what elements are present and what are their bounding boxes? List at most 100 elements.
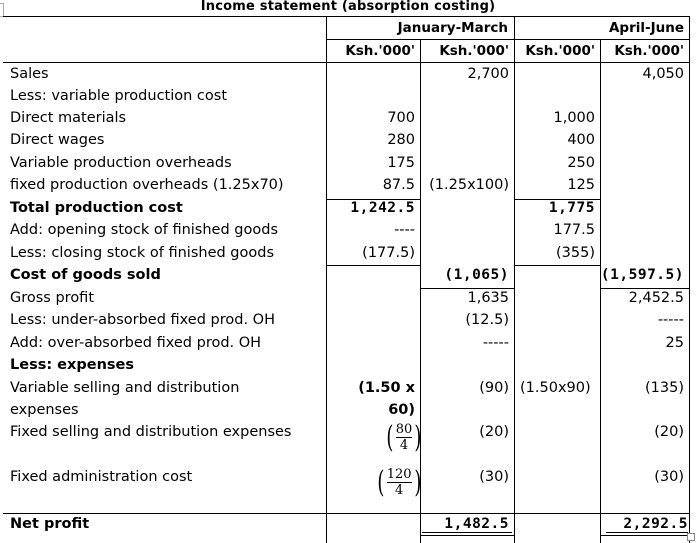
c1-cogs-line: [326, 265, 420, 266]
cell-c4: (135): [645, 380, 684, 396]
cell-c1: 87.5: [382, 177, 415, 193]
cell-c2: (30): [479, 469, 509, 485]
cell-c1: ----: [394, 222, 415, 238]
table-right-border: [689, 16, 690, 543]
cell-c3: [514, 355, 595, 375]
cell-c2: (1,065): [444, 267, 509, 283]
cell-c2: [420, 198, 509, 218]
cell-c3: [514, 265, 595, 285]
right-paren-icon: ): [414, 419, 422, 455]
cell-c2: [420, 400, 509, 420]
cell-c3: 177.5: [553, 222, 595, 238]
cell-c3: 250: [567, 155, 595, 171]
row-label: Variable production overheads: [10, 155, 232, 171]
row-label: fixed production overheads (1.25x70): [10, 177, 284, 193]
cell-c4: [600, 153, 684, 173]
cell-c4: [600, 130, 684, 150]
cell-c2: (20): [479, 424, 509, 440]
row-label: Fixed administration cost: [10, 469, 193, 485]
net-profit-jan-mar: 1,482.5: [444, 516, 509, 532]
currency-label-c3: Ksh.'000': [525, 43, 595, 59]
row-label: Total production cost: [10, 200, 183, 216]
cell-c3: 1,775: [548, 200, 595, 216]
net-profit-apr-jun: 2,292.5: [623, 516, 688, 532]
row-label: Less: under-absorbed fixed prod. OH: [10, 312, 275, 328]
c2-double-underline-1: [422, 532, 512, 533]
row-label: Direct materials: [10, 110, 127, 126]
row-label: Add: over-absorbed fixed prod. OH: [10, 335, 262, 351]
cell-c2: [420, 220, 509, 240]
cell-c2: -----: [482, 335, 509, 351]
cell-c4: 4,050: [642, 66, 684, 82]
row-label: Add: opening stock of finished goods: [10, 222, 278, 238]
cell-c4: (30): [654, 469, 684, 485]
left-paren-icon: (: [386, 419, 394, 455]
row-label: Fixed selling and distribution expenses: [10, 424, 292, 440]
cell-c1: 175: [387, 155, 415, 171]
cell-c3: 400: [567, 132, 595, 148]
cell-c2: [420, 108, 509, 128]
net-profit-top-border: [3, 513, 689, 514]
fraction-numerator: 80: [395, 422, 413, 437]
cell-c2: (90): [479, 380, 509, 396]
c1-subtotal-line: [326, 199, 420, 200]
row-label: expenses: [10, 402, 79, 418]
fraction-bar: [395, 437, 413, 438]
header-bottom-border: [3, 62, 689, 63]
cell-c2: [420, 243, 509, 263]
cell-c1: [326, 64, 415, 84]
cell-c1: [326, 86, 415, 106]
cell-c4: 25: [665, 335, 684, 351]
cell-c1: [326, 265, 415, 285]
cell-c4: (20): [654, 424, 684, 440]
currency-label-c1: Ksh.'000': [345, 43, 415, 59]
currency-label-c2: Ksh.'000': [439, 43, 509, 59]
cell-c4: (1,597.5): [600, 267, 684, 283]
cell-c1: [326, 333, 415, 353]
net-profit-label: Net profit: [10, 516, 90, 532]
cell-c2: [420, 86, 509, 106]
cell-c2: 2,700: [467, 66, 509, 82]
c4-gp-line: [600, 288, 689, 289]
fraction-denominator: 4: [399, 438, 409, 453]
row-label: Less: closing stock of finished goods: [10, 245, 275, 261]
col-divider-label: [326, 16, 327, 543]
cell-c1: (177.5): [362, 245, 415, 261]
cell-c2: 1,635: [467, 290, 509, 306]
cell-c1: [326, 355, 415, 375]
cell-c2: [420, 153, 509, 173]
col-divider-1: [420, 39, 421, 543]
col-divider-period: [514, 16, 515, 543]
cell-c4: [600, 108, 684, 128]
cell-c4: [600, 220, 684, 240]
c4-double-underline-2: [600, 535, 689, 536]
cell-c4: 2,452.5: [628, 290, 684, 306]
cell-c1: [326, 310, 415, 330]
cell-c1: 700: [387, 110, 415, 126]
period-header-jan-mar: January-March: [397, 20, 508, 36]
table-top-border: [3, 16, 689, 17]
cell-c2: (12.5): [465, 312, 509, 328]
c2-gp-line: [420, 288, 514, 289]
resize-handle[interactable]: [687, 533, 695, 541]
c4-double-underline-1: [606, 532, 688, 533]
cell-c4: [600, 400, 684, 420]
statement-title: Income statement (absorption costing): [200, 0, 496, 14]
cell-c2: [420, 355, 509, 375]
cell-c3: 1,000: [553, 110, 595, 126]
cell-c3: [514, 333, 595, 353]
fraction-numerator: 120: [386, 467, 412, 482]
cell-c3: 125: [567, 177, 595, 193]
cell-c1: 60): [388, 402, 415, 418]
c3-cogs-line: [514, 265, 600, 266]
cell-c2: [420, 130, 509, 150]
fraction-bar: [386, 482, 412, 483]
row-label: Gross profit: [10, 290, 95, 306]
row-label: Cost of goods sold: [10, 267, 161, 283]
header-divider: [326, 39, 689, 40]
cell-c1: 280: [387, 132, 415, 148]
cell-c1: [326, 288, 415, 308]
c3-subtotal-line: [514, 199, 600, 200]
cell-c4: -----: [657, 312, 684, 328]
cell-c3: [514, 467, 595, 487]
